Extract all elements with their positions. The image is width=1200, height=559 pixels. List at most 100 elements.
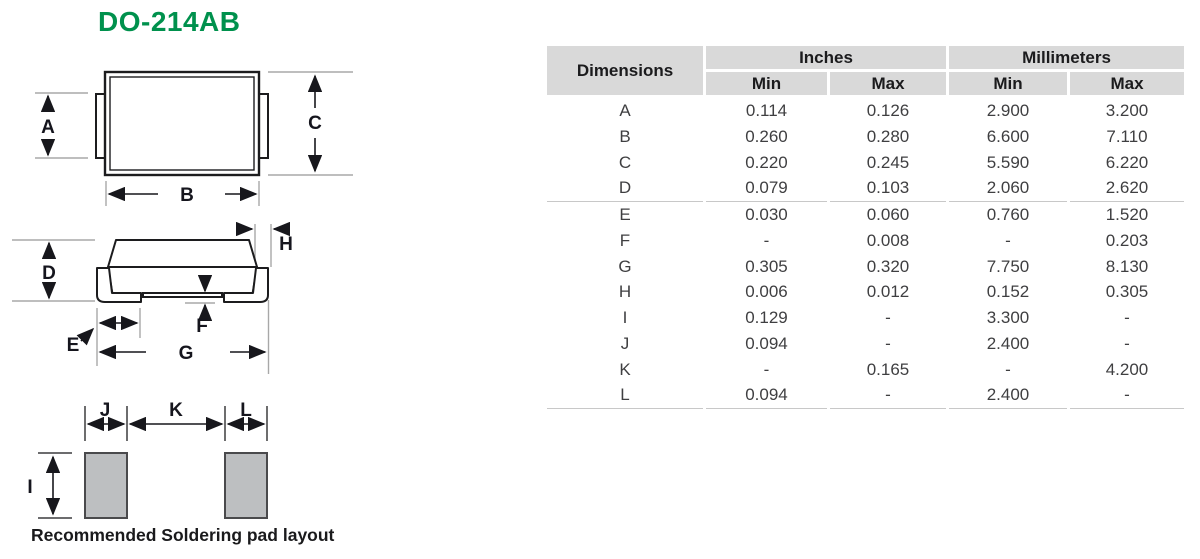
pad-layout-caption: Recommended Soldering pad layout	[31, 525, 335, 545]
mm-min-cell: 3.300	[986, 308, 1030, 327]
solder-pad-left	[84, 452, 128, 519]
inches-min-cell: 0.129	[745, 308, 788, 327]
header-dimensions: Dimensions	[547, 46, 703, 98]
inches-min-cell: 0.006	[745, 282, 788, 302]
dim-label-H: H	[279, 234, 293, 255]
mm-min-cell: 7.750	[986, 256, 1030, 276]
mm-min-cell: 6.600	[986, 126, 1030, 146]
mm-min-cell: 2.400	[949, 382, 1067, 409]
dim-label-I: I	[27, 477, 32, 498]
mm-min-cell: 0.152	[986, 282, 1030, 302]
inches-min-cell: -	[763, 359, 770, 379]
mm-max-cell: 0.203	[1105, 230, 1149, 250]
dimension-cell: A	[619, 101, 631, 120]
package-body-outline	[103, 70, 261, 177]
dim-label-B: B	[180, 185, 194, 206]
table-row: J 0.094 - 2.400 -	[547, 331, 1184, 357]
mm-max-cell: 1.520	[1105, 205, 1149, 224]
inches-max-cell: 0.245	[866, 152, 910, 172]
mm-min-cell: -	[1005, 359, 1011, 379]
inches-min-cell: 0.114	[745, 101, 788, 120]
header-millimeters: Millimeters	[949, 46, 1184, 72]
inches-max-cell: 0.012	[866, 282, 910, 302]
inches-max-cell: 0.103	[830, 175, 946, 202]
inches-min-cell: -	[763, 230, 770, 250]
mm-min-cell: -	[1005, 230, 1011, 250]
mm-min-cell: 2.400	[986, 333, 1030, 353]
dimension-cell: E	[619, 205, 631, 224]
table-row: D 0.079 0.103 2.060 2.620	[547, 175, 1184, 202]
table-row: B 0.260 0.280 6.600 7.110	[547, 124, 1184, 150]
mm-max-cell: 4.200	[1105, 359, 1149, 379]
lead-left	[96, 267, 142, 303]
mm-min-cell: 0.760	[986, 205, 1030, 224]
header-inches: Inches	[706, 46, 946, 72]
mm-max-cell: -	[1070, 382, 1184, 409]
inches-max-cell: 0.126	[866, 101, 910, 120]
inches-max-cell: 0.280	[866, 126, 910, 146]
table-row: C 0.220 0.245 5.590 6.220	[547, 150, 1184, 176]
header-mm-min: Min	[949, 72, 1067, 98]
dimension-cell: K	[619, 359, 631, 379]
table-row: K - 0.165 - 4.200	[547, 357, 1184, 383]
inches-min-cell: 0.094	[706, 382, 827, 409]
package-drawings: A C B	[12, 70, 353, 519]
mm-max-cell: 2.620	[1070, 175, 1184, 202]
top-view-drawing: A C B	[35, 70, 353, 206]
dimension-cell: G	[618, 256, 632, 276]
mm-max-cell: 6.220	[1105, 152, 1149, 172]
side-view-drawing: D H F E G	[12, 221, 293, 374]
dimension-cell: B	[619, 126, 631, 146]
inches-max-cell: 0.060	[866, 205, 910, 224]
header-inches-min: Min	[706, 72, 827, 98]
dim-label-F: F	[196, 316, 208, 337]
table-row: G 0.305 0.320 7.750 8.130	[547, 254, 1184, 280]
inches-max-cell: -	[830, 382, 946, 409]
header-mm-max: Max	[1070, 72, 1184, 98]
mm-max-cell: 8.130	[1105, 256, 1149, 276]
mm-min-cell: 2.060	[949, 175, 1067, 202]
table-row: L 0.094-2.400-	[547, 382, 1184, 409]
dimension-cell: F	[619, 230, 631, 250]
dim-label-K: K	[169, 400, 183, 421]
lead-right	[223, 267, 269, 303]
dim-label-L: L	[240, 400, 252, 421]
mm-max-cell: -	[1124, 333, 1130, 353]
inches-min-cell: 0.094	[745, 333, 788, 353]
lead-tab-right	[258, 93, 269, 159]
dim-label-E: E	[67, 335, 80, 356]
table-row: E 0.030 0.060 0.760 1.520	[547, 202, 1184, 228]
dimension-cell: H	[618, 282, 632, 302]
lead-tab-left	[95, 93, 106, 159]
dim-label-A: A	[41, 117, 55, 138]
mm-min-cell: 2.900	[986, 101, 1030, 120]
table-row: H 0.006 0.012 0.152 0.305	[547, 279, 1184, 305]
mm-max-cell: -	[1124, 308, 1130, 327]
table-row: F - 0.008 - 0.203	[547, 228, 1184, 254]
inches-max-cell: 0.165	[866, 359, 910, 379]
pad-layout-drawing: J K L I	[27, 400, 268, 519]
inches-min-cell: 0.030	[745, 205, 788, 224]
table-row: A 0.114 0.126 2.900 3.200	[547, 98, 1184, 124]
mm-max-cell: 0.305	[1105, 282, 1149, 302]
mm-min-cell: 5.590	[986, 152, 1030, 172]
dimension-cell: D	[547, 175, 703, 202]
dim-label-J: J	[100, 400, 111, 421]
mm-max-cell: 7.110	[1106, 126, 1148, 146]
package-body-side	[107, 239, 258, 268]
dimension-table-body: A 0.114 0.126 2.900 3.200 B 0.260 0.280 6.600 7.1…	[547, 98, 1184, 409]
inches-max-cell: 0.320	[866, 256, 910, 276]
inches-min-cell: 0.260	[745, 126, 788, 146]
dimension-cell: C	[618, 152, 632, 172]
inches-min-cell: 0.220	[745, 152, 788, 172]
dim-label-C: C	[308, 113, 322, 134]
header-inches-max: Max	[830, 72, 946, 98]
dimensions-table: Dimensions Inches Millimeters Min Max Mi…	[544, 46, 1187, 409]
inches-max-cell: -	[885, 308, 891, 327]
inches-max-cell: -	[885, 333, 891, 353]
mm-max-cell: 3.200	[1105, 101, 1149, 120]
package-title: DO-214AB	[98, 6, 241, 37]
inches-min-cell: 0.079	[706, 175, 827, 202]
dimension-cell: J	[620, 333, 630, 353]
